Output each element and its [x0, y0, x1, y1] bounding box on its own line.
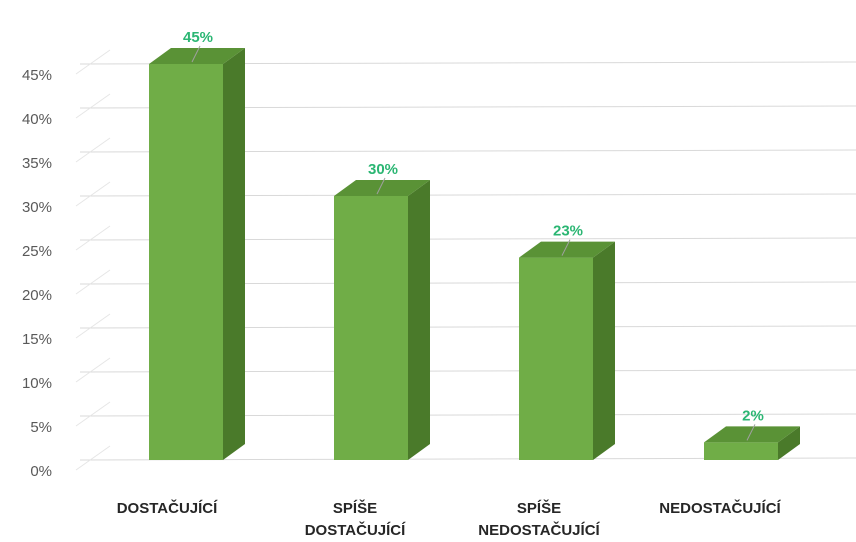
y-tick-label: 0%	[30, 463, 52, 480]
y-tick-label: 15%	[22, 331, 52, 348]
bar-front-face	[704, 442, 778, 460]
x-tick-label-line: DOSTAČUJÍCÍ	[305, 521, 406, 539]
bar	[704, 426, 800, 460]
x-tick-label: DOSTAČUJÍCÍ	[117, 499, 218, 517]
x-tick-label: NEDOSTAČUJÍCÍ	[659, 499, 781, 517]
bar-front-face	[334, 196, 408, 460]
data-label-leader	[191, 45, 201, 63]
bar-top-face	[334, 180, 430, 196]
y-tick-label: 5%	[30, 419, 52, 436]
wall-tick	[75, 181, 111, 207]
bar-side-face	[778, 426, 800, 460]
x-tick-label-line: SPÍŠE	[333, 499, 377, 517]
y-tick-label: 10%	[22, 375, 52, 392]
bar-side-face	[593, 241, 615, 460]
y-axis-ticks: 0% 5% 10% 15% 20% 25% 30% 35% 40% 45%	[22, 67, 52, 480]
wall-tick	[75, 357, 111, 383]
y-tick-label: 25%	[22, 243, 52, 260]
x-tick-label-line: SPÍŠE	[517, 499, 561, 517]
x-tick-label-line: DOSTAČUJÍCÍ	[117, 499, 218, 517]
y-tick-label: 40%	[22, 111, 52, 128]
x-tick-label: SPÍŠE NEDOSTAČUJÍCÍ	[478, 499, 600, 539]
wall-tick	[75, 49, 111, 75]
y-tick-label: 30%	[22, 199, 52, 216]
x-tick-label-line: NEDOSTAČUJÍCÍ	[478, 521, 600, 539]
data-label: 30%	[368, 161, 398, 178]
bar-front-face	[519, 257, 593, 460]
x-axis-ticks: DOSTAČUJÍCÍ SPÍŠE DOSTAČUJÍCÍ SPÍŠE NEDOSTAČ…	[117, 499, 782, 539]
x-tick-label: SPÍŠE DOSTAČUJÍCÍ	[305, 499, 406, 539]
data-labels: 45% 30% 23% 2%	[183, 29, 764, 441]
wall-tick	[75, 225, 111, 251]
bar	[519, 241, 615, 460]
data-label-leader	[376, 177, 386, 195]
wall-tick	[75, 137, 111, 163]
wall-tick	[75, 445, 111, 471]
bar	[334, 180, 430, 460]
bar-side-face	[408, 180, 430, 460]
y-tick-label: 20%	[22, 287, 52, 304]
bar-top-face	[704, 426, 800, 443]
bar-top-face	[149, 48, 245, 64]
y-tick-label: 35%	[22, 155, 52, 172]
data-label-leader	[746, 424, 756, 441]
wall-tick	[75, 401, 111, 427]
wall-tick	[75, 313, 111, 339]
bar	[149, 48, 245, 460]
bar-front-face	[149, 64, 223, 460]
bars	[149, 48, 800, 460]
data-label: 45%	[183, 29, 213, 46]
data-label: 23%	[553, 223, 583, 240]
x-tick-label-line: NEDOSTAČUJÍCÍ	[659, 499, 781, 517]
bar-top-face	[519, 241, 615, 258]
wall-tick	[75, 93, 111, 119]
wall-tick	[75, 269, 111, 295]
data-label: 2%	[742, 407, 764, 424]
y-tick-label: 45%	[22, 67, 52, 84]
data-label-leader	[561, 239, 571, 256]
bar-side-face	[223, 48, 245, 460]
